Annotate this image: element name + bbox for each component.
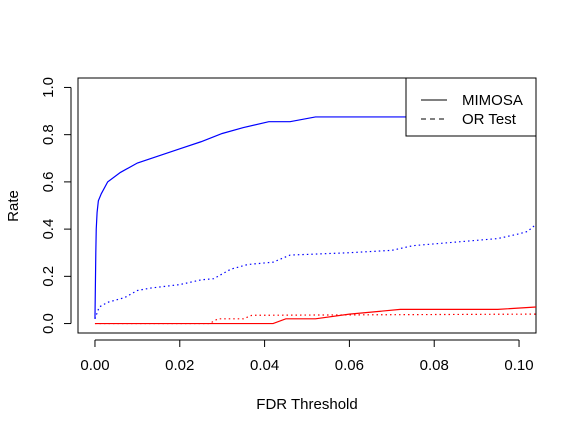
y-tick-label: 0.0: [40, 313, 57, 334]
legend: MIMOSA OR Test: [405, 77, 537, 137]
y-tick-label: 0.6: [40, 171, 57, 192]
series-layer: [94, 116, 536, 325]
legend-label-mimosa: MIMOSA: [462, 92, 523, 109]
y-tick-label: 1.0: [40, 77, 57, 98]
y-axis-title: Rate: [5, 190, 22, 222]
y-tick-label: 0.4: [40, 219, 57, 240]
series-line-2: [94, 306, 536, 325]
plot-frame: [77, 77, 537, 334]
x-tick-label: 0.02: [165, 357, 194, 374]
y-tick-label: 0.2: [40, 266, 57, 287]
x-tick-label: 0.04: [250, 357, 279, 374]
axes: 0.00 0.02 0.04 0.06 0.08 0.10 0.0 0.2 0.4 0.6 0.8 1…: [40, 77, 534, 374]
legend-label-or-test: OR Test: [462, 111, 517, 128]
x-tick-label: 0.00: [80, 357, 109, 374]
series-line-3: [94, 313, 536, 325]
series-line-1: [94, 223, 536, 320]
x-tick-label: 0.08: [420, 357, 449, 374]
series-group: [94, 116, 536, 325]
x-axis-title: FDR Threshold: [256, 396, 357, 413]
y-tick-label: 0.8: [40, 124, 57, 145]
series-line-0: [94, 116, 414, 319]
x-tick-label: 0.06: [335, 357, 364, 374]
x-tick-label: 0.10: [504, 357, 533, 374]
legend-box: [405, 77, 537, 137]
